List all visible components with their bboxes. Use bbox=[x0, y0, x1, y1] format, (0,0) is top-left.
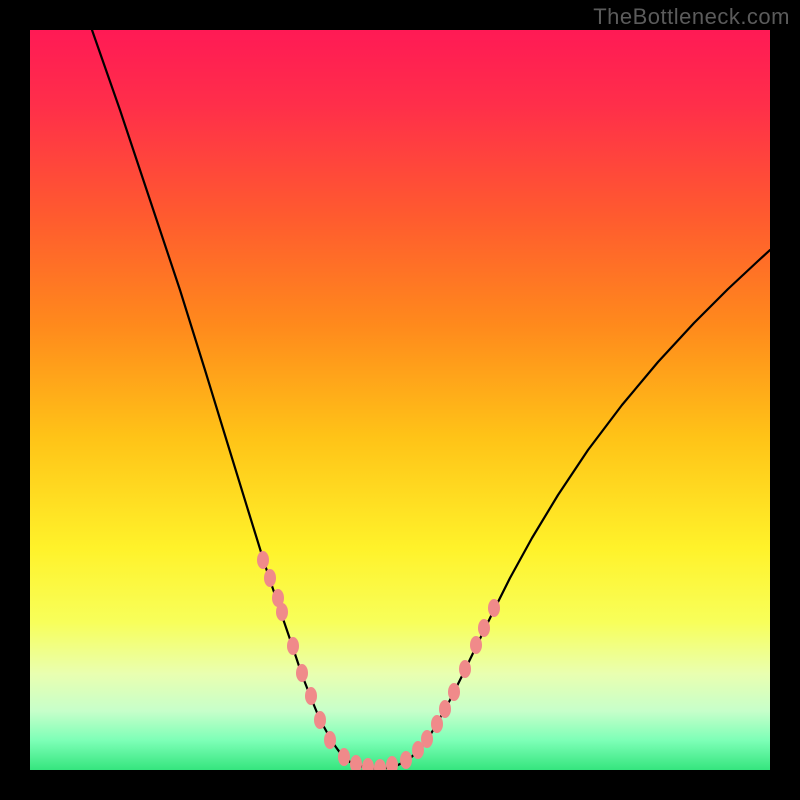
watermark-text: TheBottleneck.com bbox=[593, 4, 790, 30]
data-marker bbox=[338, 748, 350, 766]
data-marker bbox=[264, 569, 276, 587]
data-marker bbox=[400, 751, 412, 769]
data-marker bbox=[305, 687, 317, 705]
data-marker bbox=[287, 637, 299, 655]
data-marker bbox=[448, 683, 460, 701]
data-marker bbox=[439, 700, 451, 718]
data-marker bbox=[257, 551, 269, 569]
gradient-background bbox=[30, 30, 770, 770]
data-marker bbox=[296, 664, 308, 682]
data-marker bbox=[488, 599, 500, 617]
data-marker bbox=[431, 715, 443, 733]
data-marker bbox=[459, 660, 471, 678]
data-marker bbox=[421, 730, 433, 748]
data-marker bbox=[324, 731, 336, 749]
bottleneck-curve-chart bbox=[0, 0, 800, 800]
chart-frame: TheBottleneck.com bbox=[0, 0, 800, 800]
data-marker bbox=[314, 711, 326, 729]
data-marker bbox=[478, 619, 490, 637]
data-marker bbox=[470, 636, 482, 654]
data-marker bbox=[276, 603, 288, 621]
